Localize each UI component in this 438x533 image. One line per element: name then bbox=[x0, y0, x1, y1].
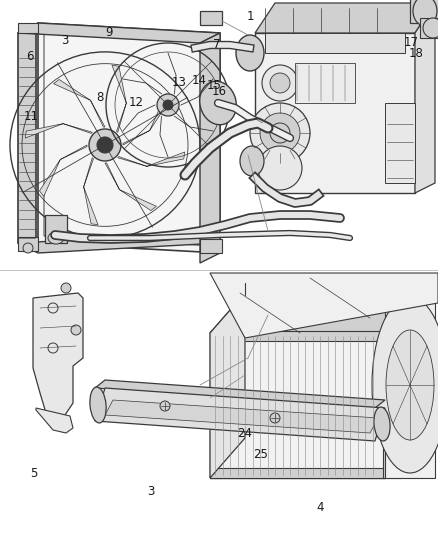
Bar bbox=[45, 215, 67, 243]
Bar bbox=[210, 468, 385, 478]
Ellipse shape bbox=[48, 232, 64, 244]
Text: 14: 14 bbox=[192, 74, 207, 87]
Bar bbox=[200, 239, 222, 253]
Text: 4: 4 bbox=[316, 500, 324, 514]
Polygon shape bbox=[18, 23, 220, 43]
Polygon shape bbox=[95, 388, 385, 441]
Text: 6: 6 bbox=[26, 50, 34, 63]
Polygon shape bbox=[210, 273, 438, 338]
Text: 13: 13 bbox=[171, 76, 186, 89]
Text: 3: 3 bbox=[148, 485, 155, 498]
Bar bbox=[265, 33, 405, 53]
Polygon shape bbox=[210, 293, 245, 478]
Bar bbox=[18, 23, 38, 33]
Ellipse shape bbox=[97, 137, 113, 153]
Polygon shape bbox=[200, 33, 220, 263]
Bar bbox=[18, 33, 36, 243]
Polygon shape bbox=[25, 124, 92, 138]
Ellipse shape bbox=[270, 73, 290, 93]
Polygon shape bbox=[118, 152, 185, 166]
Ellipse shape bbox=[262, 65, 298, 101]
Polygon shape bbox=[123, 94, 170, 145]
Bar bbox=[18, 237, 38, 251]
Bar bbox=[385, 278, 435, 478]
Polygon shape bbox=[38, 23, 220, 253]
Polygon shape bbox=[95, 380, 385, 408]
Ellipse shape bbox=[270, 123, 290, 143]
Ellipse shape bbox=[270, 413, 280, 423]
Ellipse shape bbox=[61, 283, 71, 293]
Text: 18: 18 bbox=[409, 47, 424, 60]
Ellipse shape bbox=[423, 18, 438, 38]
Polygon shape bbox=[39, 145, 87, 197]
Bar bbox=[210, 333, 385, 478]
Ellipse shape bbox=[374, 407, 390, 441]
Polygon shape bbox=[105, 163, 156, 211]
Polygon shape bbox=[18, 233, 220, 253]
Text: 17: 17 bbox=[403, 36, 418, 50]
Ellipse shape bbox=[240, 146, 264, 176]
Polygon shape bbox=[112, 66, 126, 132]
Bar bbox=[243, 298, 275, 320]
Ellipse shape bbox=[200, 81, 236, 125]
Ellipse shape bbox=[157, 94, 179, 116]
Ellipse shape bbox=[163, 100, 173, 110]
Polygon shape bbox=[255, 3, 435, 33]
Polygon shape bbox=[36, 408, 73, 433]
Text: 12: 12 bbox=[128, 96, 143, 109]
Polygon shape bbox=[53, 79, 105, 127]
Polygon shape bbox=[33, 293, 83, 420]
Bar bbox=[385, 103, 415, 183]
Bar bbox=[240, 295, 278, 323]
Ellipse shape bbox=[260, 113, 300, 153]
Text: 16: 16 bbox=[212, 85, 226, 98]
Ellipse shape bbox=[90, 387, 106, 423]
Polygon shape bbox=[84, 158, 98, 225]
Bar bbox=[255, 33, 415, 193]
Text: 24: 24 bbox=[237, 427, 252, 440]
Text: 1: 1 bbox=[247, 10, 254, 22]
Ellipse shape bbox=[89, 129, 121, 161]
Bar bbox=[295, 63, 355, 103]
Text: 8: 8 bbox=[96, 91, 103, 103]
Ellipse shape bbox=[160, 401, 170, 411]
Ellipse shape bbox=[23, 243, 33, 253]
Ellipse shape bbox=[250, 103, 310, 163]
Bar bbox=[420, 18, 438, 38]
Text: 7: 7 bbox=[213, 38, 221, 51]
Text: 9: 9 bbox=[105, 26, 113, 39]
Bar bbox=[410, 0, 438, 23]
Bar bbox=[383, 333, 401, 478]
Ellipse shape bbox=[372, 297, 438, 473]
Bar bbox=[245, 283, 420, 295]
Polygon shape bbox=[105, 400, 378, 433]
Ellipse shape bbox=[413, 0, 437, 26]
Text: 11: 11 bbox=[24, 110, 39, 123]
Text: 25: 25 bbox=[253, 448, 268, 461]
Polygon shape bbox=[210, 293, 420, 333]
Text: 3: 3 bbox=[61, 34, 68, 47]
Bar bbox=[210, 331, 385, 341]
Ellipse shape bbox=[236, 35, 264, 71]
Ellipse shape bbox=[258, 146, 302, 190]
Bar bbox=[200, 11, 222, 25]
Ellipse shape bbox=[71, 325, 81, 335]
Text: 5: 5 bbox=[31, 466, 38, 480]
Polygon shape bbox=[415, 3, 435, 193]
Text: 15: 15 bbox=[206, 79, 221, 92]
Ellipse shape bbox=[386, 330, 434, 440]
